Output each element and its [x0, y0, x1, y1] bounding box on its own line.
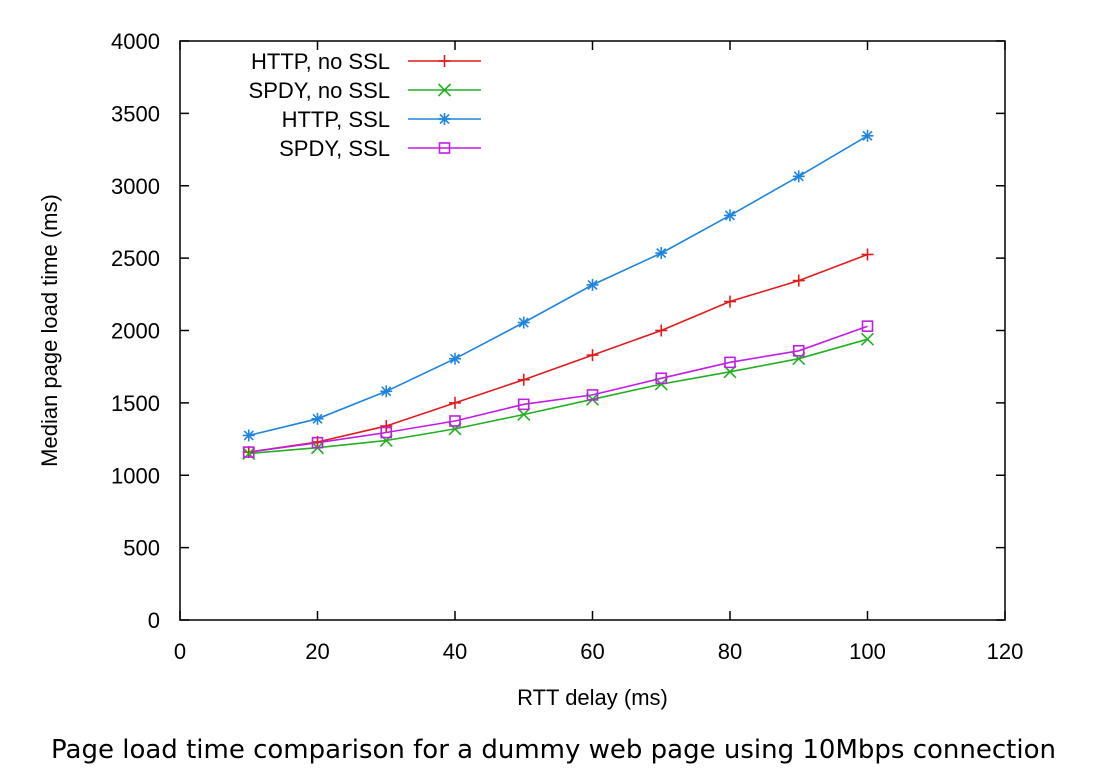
- data-point-http-ssl: [311, 412, 324, 425]
- data-point-http-no-ssl: [655, 324, 668, 337]
- legend-marker-http-ssl: [438, 113, 451, 125]
- data-point-spdy-ssl: [517, 398, 530, 411]
- data-point-http-ssl: [861, 129, 874, 142]
- y-tick-label: 2000: [111, 319, 160, 344]
- y-axis-label: Median page load time (ms): [37, 194, 62, 467]
- legend-label-http-no-ssl: HTTP, no SSL: [251, 49, 390, 74]
- x-tick-label: 80: [718, 639, 742, 664]
- data-point-http-ssl: [517, 316, 530, 329]
- data-point-spdy-ssl: [586, 389, 599, 401]
- data-point-spdy-ssl: [861, 320, 874, 332]
- legend-label-spdy-ssl: SPDY, SSL: [279, 136, 390, 161]
- figure-caption: Page load time comparison for a dummy we…: [51, 735, 1056, 765]
- legend-label-http-ssl: HTTP, SSL: [282, 107, 390, 132]
- data-point-http-no-ssl: [380, 420, 393, 433]
- legend-marker-http-no-ssl: [438, 55, 451, 67]
- data-point-spdy-ssl: [792, 344, 805, 357]
- data-point-spdy-no-ssl: [379, 433, 393, 448]
- data-point-spdy-ssl: [380, 426, 393, 439]
- data-point-http-ssl: [724, 209, 736, 222]
- series-lines: [248, 135, 868, 455]
- line-chart: 0 20 40 60 80 100 120 0 500 1000 1500 2000 2500 3000 3…: [37, 29, 1023, 710]
- x-tick-label: 120: [987, 639, 1024, 664]
- data-point-http-ssl: [242, 429, 255, 442]
- data-point-spdy-ssl: [242, 446, 255, 458]
- y-tick-label: 1500: [111, 391, 160, 416]
- data-point-http-no-ssl: [586, 349, 599, 362]
- x-tick-label: 100: [849, 639, 886, 664]
- data-point-http-no-ssl: [517, 373, 530, 386]
- data-point-spdy-ssl: [724, 356, 736, 369]
- axis-tick-labels: 0 20 40 60 80 100 120 0 500 1000 1500 2000 2500 3000 3…: [111, 29, 1023, 664]
- x-tick-label: 60: [580, 639, 604, 664]
- legend-marker-spdy-no-ssl: [437, 83, 452, 97]
- data-point-http-no-ssl: [242, 446, 255, 459]
- data-point-spdy-ssl: [311, 436, 324, 449]
- x-tick-label: 20: [305, 639, 329, 664]
- data-point-spdy-ssl: [655, 372, 668, 385]
- data-point-http-ssl: [449, 352, 461, 365]
- y-tick-label: 3500: [111, 101, 160, 126]
- y-tick-label: 2500: [111, 246, 160, 271]
- data-point-http-no-ssl: [792, 274, 805, 287]
- data-point-http-ssl: [380, 385, 393, 398]
- series-line-http-ssl: [248, 135, 868, 437]
- series-line-spdy-ssl: [248, 325, 868, 453]
- y-tick-label: 500: [123, 536, 160, 561]
- data-point-http-no-ssl: [449, 396, 461, 409]
- series-line-http-no-ssl: [248, 253, 868, 453]
- data-point-spdy-ssl: [449, 415, 461, 427]
- data-point-spdy-no-ssl: [860, 332, 875, 346]
- data-point-spdy-no-ssl: [792, 352, 806, 366]
- legend: HTTP, no SSL SPDY, no SSL HTTP, SSL SPDY, S…: [249, 49, 481, 161]
- x-tick-label: 40: [443, 639, 467, 664]
- data-point-spdy-no-ssl: [517, 407, 531, 422]
- axis-ticks: [179, 40, 1006, 621]
- data-point-http-ssl: [792, 170, 805, 183]
- legend-label-spdy-no-ssl: SPDY, no SSL: [249, 78, 390, 103]
- data-point-http-no-ssl: [724, 295, 736, 308]
- data-point-http-ssl: [655, 247, 668, 260]
- y-tick-label: 4000: [111, 29, 160, 54]
- data-point-http-no-ssl: [861, 248, 874, 261]
- series-line-spdy-no-ssl: [248, 338, 868, 455]
- series-markers: [242, 129, 875, 461]
- x-axis-label: RTT delay (ms): [517, 685, 668, 710]
- y-tick-label: 0: [148, 608, 160, 633]
- y-tick-label: 1000: [111, 463, 160, 488]
- y-tick-label: 3000: [111, 174, 160, 199]
- data-point-spdy-no-ssl: [448, 422, 462, 436]
- x-tick-label: 0: [174, 639, 186, 664]
- data-point-http-ssl: [586, 278, 599, 291]
- legend-marker-spdy-ssl: [438, 142, 451, 154]
